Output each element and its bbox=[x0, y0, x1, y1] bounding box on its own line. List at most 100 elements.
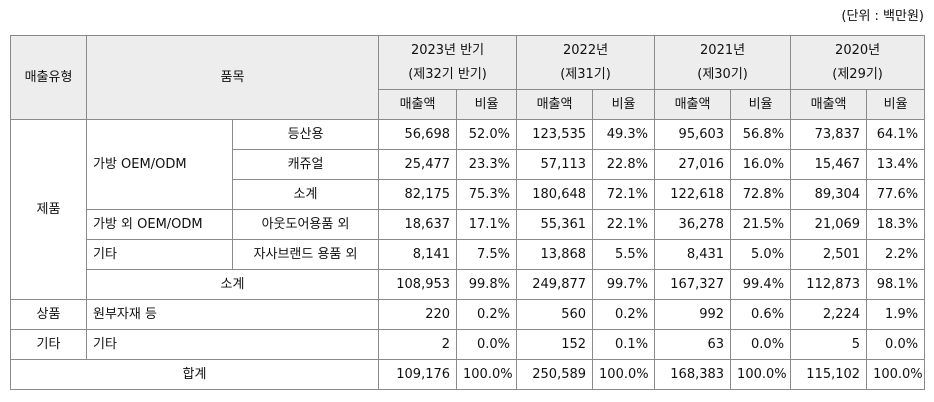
subgroup-etc: 기타 bbox=[86, 239, 233, 270]
row-label: 자사브랜드 용품 외 bbox=[231, 239, 380, 270]
table-cell: 99.4% bbox=[730, 269, 792, 300]
sales-table: 매출유형 품목 2023년 반기 (제32기 반기) 2022년 (제31기) 20… bbox=[9, 35, 926, 390]
table-cell: 23.3% bbox=[456, 149, 518, 180]
table-cell: 25,477 bbox=[378, 149, 458, 180]
header-sales: 매출액 bbox=[654, 89, 732, 120]
table-cell: 99.8% bbox=[456, 269, 518, 300]
table-cell: 0.2% bbox=[456, 299, 518, 330]
header-ratio: 비율 bbox=[866, 89, 926, 120]
table-cell: 64.1% bbox=[866, 119, 926, 150]
table-cell: 72.1% bbox=[592, 179, 656, 210]
table-cell: 77.6% bbox=[866, 179, 926, 210]
table-cell: 100.0% bbox=[866, 359, 926, 390]
row-label: 아웃도어용품 외 bbox=[231, 209, 380, 240]
table-cell: 5.0% bbox=[730, 239, 792, 270]
table-cell: 27,016 bbox=[654, 149, 732, 180]
header-ratio: 비율 bbox=[456, 89, 518, 120]
header-period-2021: 2021년 (제30기) bbox=[654, 35, 792, 90]
table-cell: 2,224 bbox=[790, 299, 868, 330]
table-cell: 112,873 bbox=[790, 269, 868, 300]
table-cell: 18,637 bbox=[378, 209, 458, 240]
table-cell: 13.4% bbox=[866, 149, 926, 180]
table-cell: 56.8% bbox=[730, 119, 792, 150]
header-sales: 매출액 bbox=[516, 89, 594, 120]
table-cell: 100.0% bbox=[456, 359, 518, 390]
table-cell: 72.8% bbox=[730, 179, 792, 210]
table-cell: 100.0% bbox=[592, 359, 656, 390]
section-product: 제품 bbox=[10, 119, 87, 300]
table-cell: 0.6% bbox=[730, 299, 792, 330]
table-cell: 22.8% bbox=[592, 149, 656, 180]
table-cell: 122,618 bbox=[654, 179, 732, 210]
table-cell: 115,102 bbox=[790, 359, 868, 390]
total-label: 합계 bbox=[9, 359, 380, 390]
table-cell: 21.5% bbox=[730, 209, 792, 240]
table-row-total: 합계 109,176 100.0% 250,589 100.0% 168,383… bbox=[9, 359, 926, 390]
table-cell: 95,603 bbox=[654, 119, 732, 150]
table-cell: 52.0% bbox=[456, 119, 518, 150]
table-cell: 17.1% bbox=[456, 209, 518, 240]
table-cell: 1.9% bbox=[866, 299, 926, 330]
table-cell: 8,141 bbox=[378, 239, 458, 270]
subgroup-bag-oem: 가방 OEM/ODM bbox=[86, 119, 233, 210]
table-cell: 109,176 bbox=[378, 359, 458, 390]
table-row: 제품 가방 OEM/ODM 등산용 56,698 52.0% 123,535 4… bbox=[10, 119, 926, 300]
table-cell: 8,431 bbox=[654, 239, 732, 270]
header-sales-type: 매출유형 bbox=[10, 35, 87, 120]
subgroup-parts: 원부자재 등 bbox=[85, 299, 380, 330]
table-cell: 2.2% bbox=[866, 239, 926, 270]
table-row: 기타 자사브랜드 용품 외 8,141 7.5% 13,868 5.5% 8,4… bbox=[11, 239, 926, 270]
table-cell: 2,501 bbox=[790, 239, 868, 270]
table-cell: 98.1% bbox=[866, 269, 926, 300]
header-ratio: 비율 bbox=[730, 89, 792, 120]
table-cell: 560 bbox=[516, 299, 594, 330]
table-cell: 16.0% bbox=[730, 149, 792, 180]
header-sales: 매출액 bbox=[378, 89, 458, 120]
table-cell: 250,589 bbox=[516, 359, 594, 390]
table-cell: 63 bbox=[654, 329, 732, 360]
header-sales: 매출액 bbox=[790, 89, 868, 120]
table-cell: 0.0% bbox=[866, 329, 926, 360]
subgroup-non-bag-oem: 가방 외 OEM/ODM bbox=[86, 209, 233, 240]
subgroup-other-etc: 기타 bbox=[85, 329, 380, 360]
table-cell: 168,383 bbox=[654, 359, 732, 390]
table-cell: 73,837 bbox=[790, 119, 868, 150]
table-cell: 57,113 bbox=[516, 149, 594, 180]
table-row: 가방 외 OEM/ODM 아웃도어용품 외 18,637 17.1% 55,36… bbox=[11, 209, 926, 240]
table-cell: 180,648 bbox=[516, 179, 594, 210]
header-period-2022: 2022년 (제31기) bbox=[516, 35, 656, 90]
row-label: 캐쥬얼 bbox=[231, 149, 380, 180]
table-row: 소계 82,175 75.3% 180,648 72.1% 122,618 72… bbox=[11, 179, 926, 210]
section-other: 기타 bbox=[10, 329, 87, 360]
table-row: 기타 기타 2 0.0% 152 0.1% 63 0.0% 5 0.0% bbox=[10, 329, 926, 360]
section-goods: 상품 bbox=[10, 299, 87, 330]
header-period-2023h: 2023년 반기 (제32기 반기) bbox=[378, 35, 518, 90]
row-label: 등산용 bbox=[231, 119, 380, 150]
table-cell: 55,361 bbox=[516, 209, 594, 240]
table-cell: 167,327 bbox=[654, 269, 732, 300]
table-row: 상품 원부자재 등 220 0.2% 560 0.2% 992 0.6% 2,2… bbox=[10, 299, 926, 330]
row-label: 소계 bbox=[231, 179, 380, 210]
table-cell: 82,175 bbox=[378, 179, 458, 210]
table-cell: 5.5% bbox=[592, 239, 656, 270]
table-cell: 108,953 bbox=[378, 269, 458, 300]
table-row: 캐쥬얼 25,477 23.3% 57,113 22.8% 27,016 16.… bbox=[11, 149, 926, 180]
table-cell: 99.7% bbox=[592, 269, 656, 300]
table-cell: 2 bbox=[378, 329, 458, 360]
table-cell: 21,069 bbox=[790, 209, 868, 240]
table-row: 소계 108,953 99.8% 249,877 99.7% 167,327 9… bbox=[11, 269, 926, 300]
table-cell: 15,467 bbox=[790, 149, 868, 180]
table-cell: 56,698 bbox=[378, 119, 458, 150]
unit-label: (단위 : 백만원) bbox=[841, 9, 924, 24]
table-cell: 13,868 bbox=[516, 239, 594, 270]
table-cell: 5 bbox=[790, 329, 868, 360]
table-cell: 36,278 bbox=[654, 209, 732, 240]
table-cell: 7.5% bbox=[456, 239, 518, 270]
table-cell: 249,877 bbox=[516, 269, 594, 300]
table-cell: 18.3% bbox=[866, 209, 926, 240]
table-cell: 49.3% bbox=[592, 119, 656, 150]
table-cell: 75.3% bbox=[456, 179, 518, 210]
table-cell: 123,535 bbox=[516, 119, 594, 150]
table-cell: 0.1% bbox=[592, 329, 656, 360]
header-product: 품목 bbox=[85, 35, 380, 120]
